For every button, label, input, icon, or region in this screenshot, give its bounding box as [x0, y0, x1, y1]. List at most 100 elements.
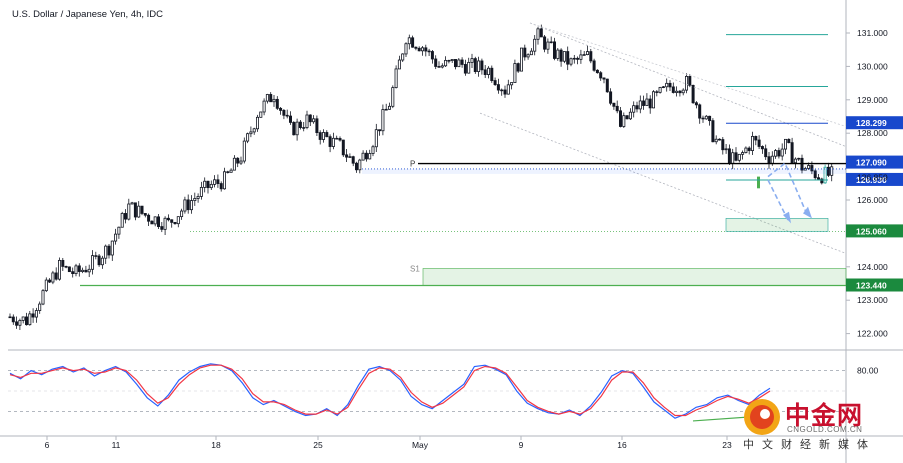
- candle-body-120: [404, 43, 408, 55]
- pivot-label: P: [410, 160, 415, 169]
- candle-body-212: [708, 115, 712, 122]
- channel-bottom: [479, 112, 847, 254]
- candle-body-221: [737, 153, 741, 161]
- candle-body-70: [239, 160, 243, 164]
- candle-body-176: [589, 51, 593, 62]
- candle-body-77: [262, 100, 266, 113]
- candle-body-3: [18, 319, 22, 326]
- candle-body-112: [378, 129, 382, 132]
- candle-body-185: [619, 110, 623, 127]
- price-tick-label-4: 126.000: [857, 195, 888, 205]
- candle-body-94: [318, 132, 322, 140]
- candle-body-172: [576, 57, 580, 60]
- candle-body-215: [718, 138, 722, 141]
- candle-body-210: [701, 117, 705, 120]
- candle-body-226: [754, 135, 758, 141]
- candle-body-86: [292, 122, 296, 136]
- candle-body-55: [189, 200, 193, 211]
- time-label-0: 6: [45, 440, 50, 450]
- candle-body-37: [130, 202, 134, 205]
- candle-body-76: [259, 111, 263, 118]
- candle-body-41: [143, 213, 147, 216]
- candle-body-118: [397, 59, 401, 70]
- candle-body-242: [807, 165, 811, 169]
- candle-body-153: [513, 63, 517, 83]
- candle-body-92: [312, 118, 316, 123]
- price-label-2: 126.930: [856, 175, 887, 185]
- candle-body-73: [249, 131, 253, 135]
- candle-body-160: [536, 28, 540, 40]
- candle-body-0: [8, 316, 12, 319]
- candle-body-125: [420, 47, 424, 52]
- candle-body-100: [338, 138, 342, 141]
- candle-body-196: [655, 91, 659, 93]
- candle-body-80: [272, 98, 276, 103]
- candle-body-87: [295, 121, 299, 136]
- candle-body-78: [265, 94, 269, 102]
- candle-body-17: [64, 266, 68, 268]
- candle-body-123: [414, 46, 418, 49]
- osc-series-0: [9, 363, 771, 419]
- candle-body-32: [114, 233, 118, 242]
- candle-body-170: [569, 58, 573, 65]
- support-zone: [422, 268, 847, 286]
- candle-body-22: [81, 269, 85, 272]
- time-label-5: 9: [519, 440, 524, 450]
- candle-body-104: [351, 156, 355, 164]
- candle-body-143: [480, 60, 484, 71]
- candle-body-233: [777, 150, 781, 157]
- candle-body-187: [625, 115, 629, 120]
- candle-body-102: [345, 154, 349, 158]
- watermark-url: CNGOLD.COM.CN: [787, 425, 863, 434]
- candle-body-194: [648, 98, 652, 109]
- price-tick-label-0: 131.000: [857, 28, 888, 38]
- candle-body-72: [246, 133, 250, 142]
- price-label-bg-2: [846, 172, 903, 186]
- candle-body-21: [77, 265, 81, 272]
- candle-body-49: [170, 219, 174, 223]
- candle-body-84: [285, 114, 289, 117]
- candle-body-209: [698, 104, 702, 119]
- candle-body-98: [331, 137, 335, 147]
- arrow-head-1: [803, 206, 812, 219]
- candle-body-139: [467, 61, 471, 74]
- candle-body-88: [298, 121, 302, 128]
- candle-body-136: [457, 59, 461, 68]
- candle-body-13: [51, 272, 55, 283]
- channel-top: [529, 22, 847, 147]
- price-tick-label-1: 130.000: [857, 61, 888, 71]
- candle-body-239: [797, 157, 801, 160]
- candle-body-129: [434, 58, 438, 67]
- candle-body-157: [526, 54, 530, 58]
- candle-body-47: [163, 217, 167, 230]
- candle-body-89: [302, 127, 306, 129]
- candle-body-186: [622, 115, 626, 127]
- candle-body-202: [675, 90, 679, 93]
- candle-body-34: [120, 213, 124, 228]
- candle-body-206: [688, 75, 692, 86]
- candle-body-116: [391, 87, 395, 107]
- candle-body-90: [305, 114, 309, 128]
- candle-body-117: [394, 68, 398, 89]
- candle-body-131: [440, 65, 444, 68]
- time-label-4: May: [412, 440, 429, 450]
- candle-body-204: [681, 89, 685, 94]
- candle-body-31: [110, 240, 114, 256]
- candle-body-91: [308, 114, 312, 123]
- candle-body-63: [216, 179, 220, 184]
- candle-body-5: [24, 316, 28, 326]
- candle-body-189: [632, 105, 636, 113]
- candle-body-214: [714, 138, 718, 143]
- candle-body-155: [520, 47, 524, 72]
- candle-body-234: [780, 148, 784, 157]
- osc-series-1: [9, 364, 771, 417]
- candle-body-115: [387, 105, 391, 110]
- time-label-3: 25: [313, 440, 323, 450]
- candle-body-97: [328, 136, 332, 147]
- candle-body-15: [58, 259, 62, 280]
- chart-title: U.S. Dollar / Japanese Yen, 4h, IDC: [12, 9, 164, 20]
- candle-body-200: [668, 82, 672, 88]
- candle-body-203: [678, 90, 682, 94]
